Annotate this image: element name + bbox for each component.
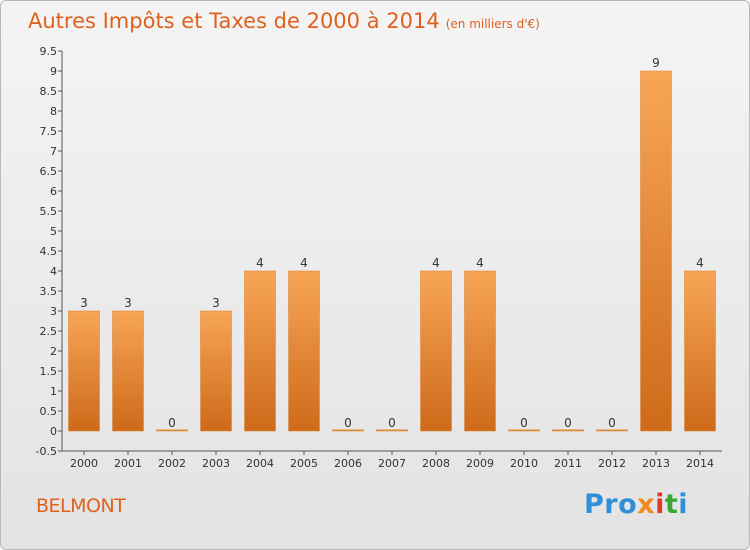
chart-title: Autres Impôts et Taxes de 2000 à 2014 (en… (28, 9, 540, 33)
bar (68, 310, 100, 432)
x-tick-label: 2006 (334, 457, 362, 470)
bar (112, 310, 144, 432)
bar (508, 429, 540, 432)
y-tick-label: 4.5 (40, 245, 58, 258)
value-label: 4 (476, 256, 484, 270)
logo-part: Pro (584, 489, 638, 520)
bar (332, 429, 364, 432)
y-tick-label: 0.5 (40, 405, 58, 418)
y-tick-label: 8 (50, 105, 57, 118)
x-tick-label: 2011 (554, 457, 582, 470)
chart-title-text: Autres Impôts et Taxes de 2000 à 2014 (28, 9, 440, 33)
y-tick-label: 1.5 (40, 365, 58, 378)
value-label: 3 (80, 296, 88, 310)
y-tick-label: 3 (50, 305, 57, 318)
x-tick-label: 2014 (686, 457, 714, 470)
bar (684, 270, 716, 432)
proxiti-logo: Proxiti (584, 489, 688, 520)
x-tick-label: 2001 (114, 457, 142, 470)
bar (596, 429, 628, 432)
x-tick-label: 2004 (246, 457, 274, 470)
value-label: 4 (300, 256, 308, 270)
logo-part: i (678, 489, 689, 520)
y-tick-label: 4 (50, 265, 57, 278)
x-tick-label: 2012 (598, 457, 626, 470)
y-tick-label: 6.5 (40, 165, 58, 178)
x-tick-label: 2005 (290, 457, 318, 470)
x-tick-label: 2008 (422, 457, 450, 470)
value-label: 0 (564, 416, 572, 430)
bar (640, 70, 672, 432)
value-label: 0 (344, 416, 352, 430)
bar (376, 429, 408, 432)
y-tick-label: 5.5 (40, 205, 58, 218)
y-tick-label: 2.5 (40, 325, 58, 338)
logo-part: i (655, 489, 665, 520)
y-tick-label: 8.5 (40, 85, 58, 98)
bar (464, 270, 496, 432)
y-tick-label: 7 (50, 145, 57, 158)
y-tick-label: 1 (50, 385, 57, 398)
value-label: 0 (388, 416, 396, 430)
x-tick-label: 2000 (70, 457, 98, 470)
x-tick-label: 2010 (510, 457, 538, 470)
y-tick-label: 6 (50, 185, 57, 198)
value-label: 3 (124, 296, 132, 310)
y-tick-label: 3.5 (40, 285, 58, 298)
x-tick-label: 2003 (202, 457, 230, 470)
x-tick-label: 2007 (378, 457, 406, 470)
y-tick-label: 0 (50, 425, 57, 438)
value-label: 0 (608, 416, 616, 430)
bar (552, 429, 584, 432)
y-tick-label: 7.5 (40, 125, 58, 138)
value-label: 0 (520, 416, 528, 430)
bar (244, 270, 276, 432)
bar (156, 429, 188, 432)
value-label: 4 (432, 256, 440, 270)
y-tick-label: 2 (50, 345, 57, 358)
y-tick-label: -0.5 (36, 445, 57, 458)
value-label: 9 (652, 56, 660, 70)
bar (200, 310, 232, 432)
y-tick-label: 9 (50, 65, 57, 78)
commune-name: BELMONT (36, 495, 126, 517)
value-label: 3 (212, 296, 220, 310)
value-label: 4 (696, 256, 704, 270)
logo-part: x (637, 489, 656, 520)
logo-part: t (664, 489, 679, 520)
bar (420, 270, 452, 432)
chart-unit: (en milliers d'€) (445, 17, 540, 31)
value-label: 0 (168, 416, 176, 430)
bar (288, 270, 320, 432)
value-label: 4 (256, 256, 264, 270)
y-tick-label: 5 (50, 225, 57, 238)
x-tick-label: 2002 (158, 457, 186, 470)
y-tick-label: 9.5 (40, 45, 58, 58)
x-tick-label: 2009 (466, 457, 494, 470)
x-tick-label: 2013 (642, 457, 670, 470)
